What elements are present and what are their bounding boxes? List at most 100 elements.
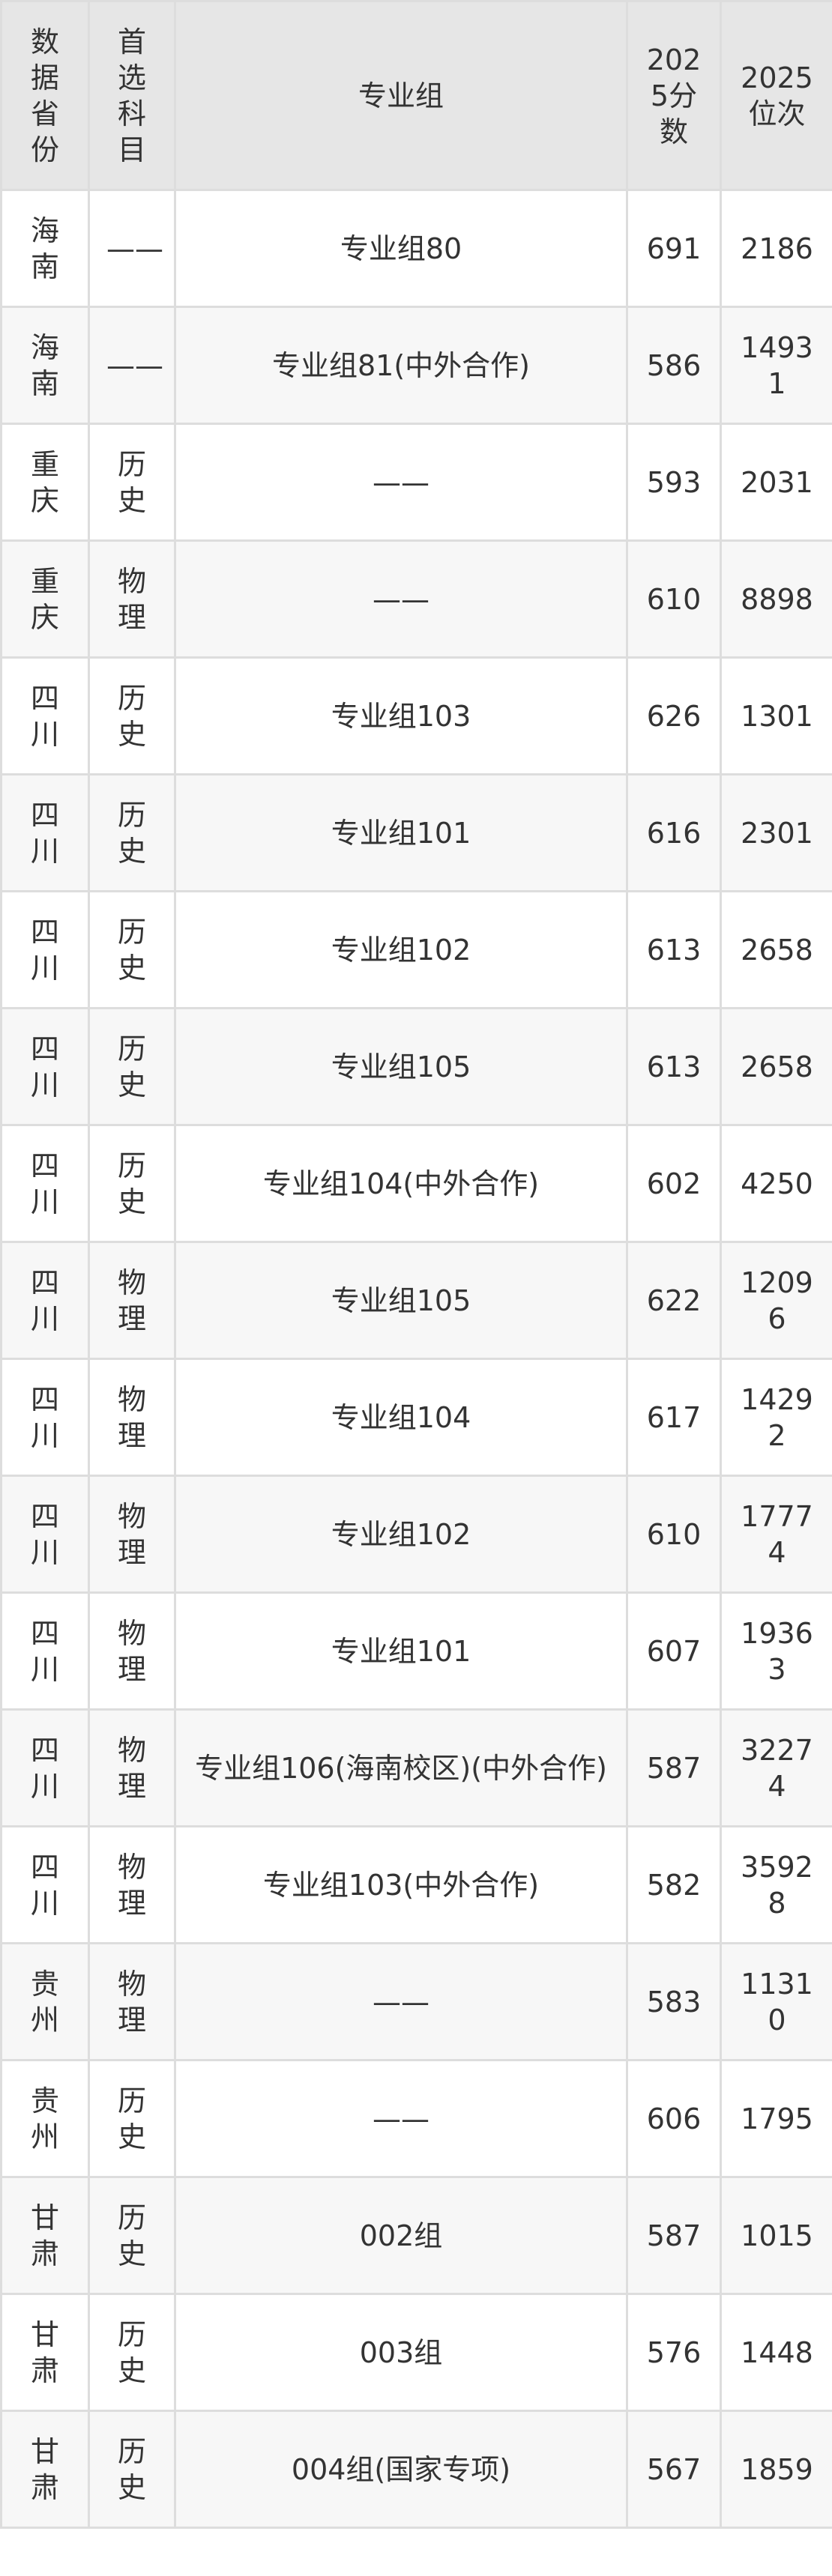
table-row: 四川 物理 专业组102 610 17774 [0, 1475, 832, 1594]
cell-score: 587 [626, 2176, 722, 2295]
cell-rank: 14292 [720, 1358, 832, 1477]
cell-major-group: 专业组103(中外合作) [174, 1825, 628, 1944]
table-row: 甘肃 历史 004组(国家专项) 567 1859 [0, 2410, 832, 2529]
cell-province: 四川 [0, 1124, 90, 1243]
cell-province: 四川 [0, 1007, 90, 1126]
cell-score: 586 [626, 306, 722, 425]
cell-score: 613 [626, 890, 722, 1009]
cell-subject: —— [88, 189, 176, 308]
cell-major-group: —— [174, 423, 628, 542]
header-province: 数据省份 [0, 0, 90, 191]
cell-rank: 2301 [720, 773, 832, 892]
cell-score: 607 [626, 1591, 722, 1711]
cell-province: 甘肃 [0, 2410, 90, 2529]
cell-rank: 14931 [720, 306, 832, 425]
cell-rank: 1795 [720, 2059, 832, 2178]
table-row: 贵州 物理 —— 583 11310 [0, 1942, 832, 2061]
table-row: 四川 历史 专业组103 626 1301 [0, 656, 832, 775]
cell-score: 616 [626, 773, 722, 892]
cell-subject: 物理 [88, 1825, 176, 1944]
cell-province: 海南 [0, 189, 90, 308]
cell-score: 582 [626, 1825, 722, 1944]
table-row: 甘肃 历史 002组 587 1015 [0, 2176, 832, 2295]
cell-subject: 历史 [88, 2059, 176, 2178]
cell-major-group: 专业组102 [174, 1475, 628, 1594]
cell-subject: 历史 [88, 1124, 176, 1243]
table-row: 四川 物理 专业组103(中外合作) 582 35928 [0, 1825, 832, 1944]
cell-subject: 物理 [88, 1358, 176, 1477]
table-row: 海南 —— 专业组80 691 2186 [0, 189, 832, 308]
cell-rank: 32274 [720, 1708, 832, 1827]
cell-score: 610 [626, 539, 722, 659]
cell-major-group: 003组 [174, 2293, 628, 2412]
cell-subject: 历史 [88, 423, 176, 542]
cell-province: 四川 [0, 656, 90, 775]
cell-province: 贵州 [0, 1942, 90, 2061]
cell-score: 567 [626, 2410, 722, 2529]
cell-province: 四川 [0, 1591, 90, 1711]
cell-rank: 17774 [720, 1475, 832, 1594]
cell-major-group: 002组 [174, 2176, 628, 2295]
cell-subject: 历史 [88, 890, 176, 1009]
table-header: 数据省份 首选科目 专业组 2025分数 2025位次 [0, 0, 832, 191]
cell-major-group: 专业组101 [174, 773, 628, 892]
cell-province: 四川 [0, 1475, 90, 1594]
cell-subject: 历史 [88, 2410, 176, 2529]
cell-subject: 历史 [88, 2293, 176, 2412]
cell-province: 四川 [0, 1708, 90, 1827]
cell-score: 617 [626, 1358, 722, 1477]
table-row: 四川 物理 专业组104 617 14292 [0, 1358, 832, 1477]
table-row: 四川 物理 专业组106(海南校区)(中外合作) 587 32274 [0, 1708, 832, 1827]
cell-score: 602 [626, 1124, 722, 1243]
cell-major-group: 专业组104 [174, 1358, 628, 1477]
cell-subject: 物理 [88, 1942, 176, 2061]
header-subject: 首选科目 [88, 0, 176, 191]
cell-subject: 物理 [88, 1475, 176, 1594]
cell-subject: 历史 [88, 656, 176, 775]
cell-major-group: 专业组80 [174, 189, 628, 308]
table-row: 重庆 历史 —— 593 2031 [0, 423, 832, 542]
cell-rank: 2658 [720, 890, 832, 1009]
cell-score: 622 [626, 1241, 722, 1360]
cell-major-group: 专业组104(中外合作) [174, 1124, 628, 1243]
cell-major-group: —— [174, 1942, 628, 2061]
cell-province: 四川 [0, 1241, 90, 1360]
cell-score: 613 [626, 1007, 722, 1126]
cell-rank: 2031 [720, 423, 832, 542]
table-row: 甘肃 历史 003组 576 1448 [0, 2293, 832, 2412]
cell-rank: 12096 [720, 1241, 832, 1360]
cell-province: 四川 [0, 1825, 90, 1944]
cell-rank: 1015 [720, 2176, 832, 2295]
table-row: 重庆 物理 —— 610 8898 [0, 539, 832, 659]
cell-rank: 4250 [720, 1124, 832, 1243]
cell-subject: 物理 [88, 1241, 176, 1360]
table-row: 海南 —— 专业组81(中外合作) 586 14931 [0, 306, 832, 425]
table-row: 四川 历史 专业组102 613 2658 [0, 890, 832, 1009]
table-row: 四川 历史 专业组104(中外合作) 602 4250 [0, 1124, 832, 1243]
cell-score: 587 [626, 1708, 722, 1827]
cell-rank: 2658 [720, 1007, 832, 1126]
header-rank: 2025位次 [720, 0, 832, 191]
cell-province: 四川 [0, 773, 90, 892]
cell-subject: 历史 [88, 1007, 176, 1126]
cell-subject: 物理 [88, 1591, 176, 1711]
cell-rank: 11310 [720, 1942, 832, 2061]
cell-major-group: —— [174, 539, 628, 659]
cell-rank: 8898 [720, 539, 832, 659]
table-body: 海南 —— 专业组80 691 2186 海南 —— 专业组81(中外合作) 586 14931 重… [0, 189, 832, 2529]
cell-province: 甘肃 [0, 2293, 90, 2412]
cell-subject: 历史 [88, 773, 176, 892]
cell-major-group: 专业组103 [174, 656, 628, 775]
table-row: 贵州 历史 —— 606 1795 [0, 2059, 832, 2178]
cell-province: 重庆 [0, 539, 90, 659]
cell-subject: 物理 [88, 1708, 176, 1827]
cell-rank: 2186 [720, 189, 832, 308]
cell-rank: 35928 [720, 1825, 832, 1944]
header-score: 2025分数 [626, 0, 722, 191]
cell-rank: 1859 [720, 2410, 832, 2529]
table-row: 四川 历史 专业组101 616 2301 [0, 773, 832, 892]
cell-subject: 物理 [88, 539, 176, 659]
cell-province: 甘肃 [0, 2176, 90, 2295]
cell-major-group: 专业组81(中外合作) [174, 306, 628, 425]
cell-rank: 1301 [720, 656, 832, 775]
